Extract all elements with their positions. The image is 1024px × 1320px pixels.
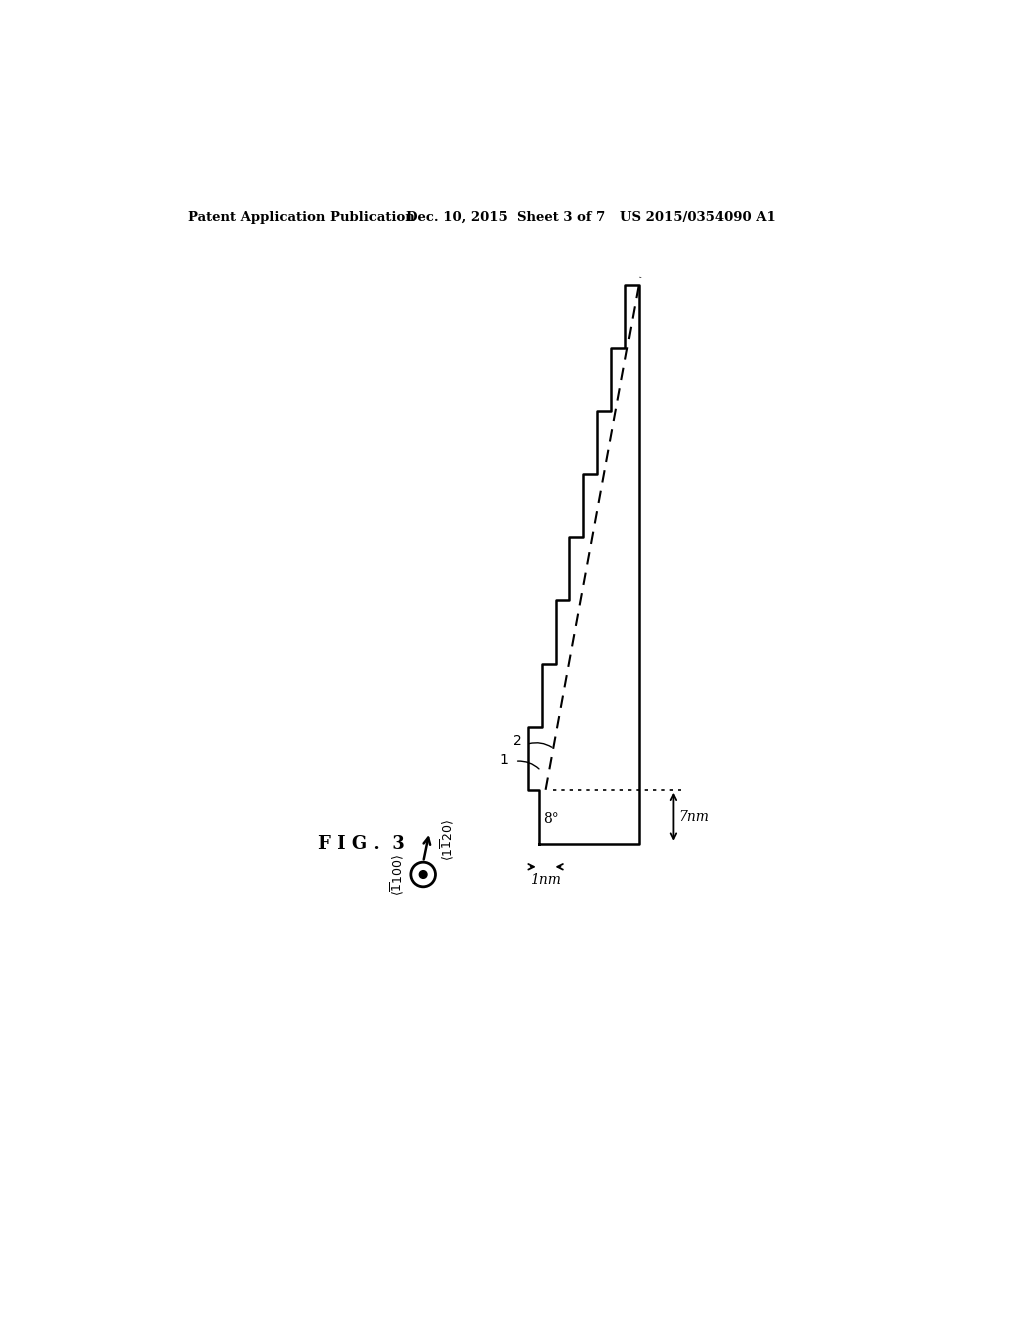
Text: 1nm: 1nm [530,873,561,887]
Circle shape [419,871,427,878]
Text: Dec. 10, 2015  Sheet 3 of 7: Dec. 10, 2015 Sheet 3 of 7 [407,211,605,224]
Text: 2: 2 [513,734,521,748]
Text: $\langle 1\overline{1}20\rangle$: $\langle 1\overline{1}20\rangle$ [438,818,456,861]
Text: $\langle\overline{1}100\rangle$: $\langle\overline{1}100\rangle$ [389,853,407,896]
Text: 1: 1 [500,752,509,767]
Text: US 2015/0354090 A1: US 2015/0354090 A1 [620,211,775,224]
Text: 8°: 8° [544,812,559,826]
Text: 7nm: 7nm [679,809,710,824]
Text: F I G .  3: F I G . 3 [318,834,404,853]
Text: Patent Application Publication: Patent Application Publication [188,211,415,224]
